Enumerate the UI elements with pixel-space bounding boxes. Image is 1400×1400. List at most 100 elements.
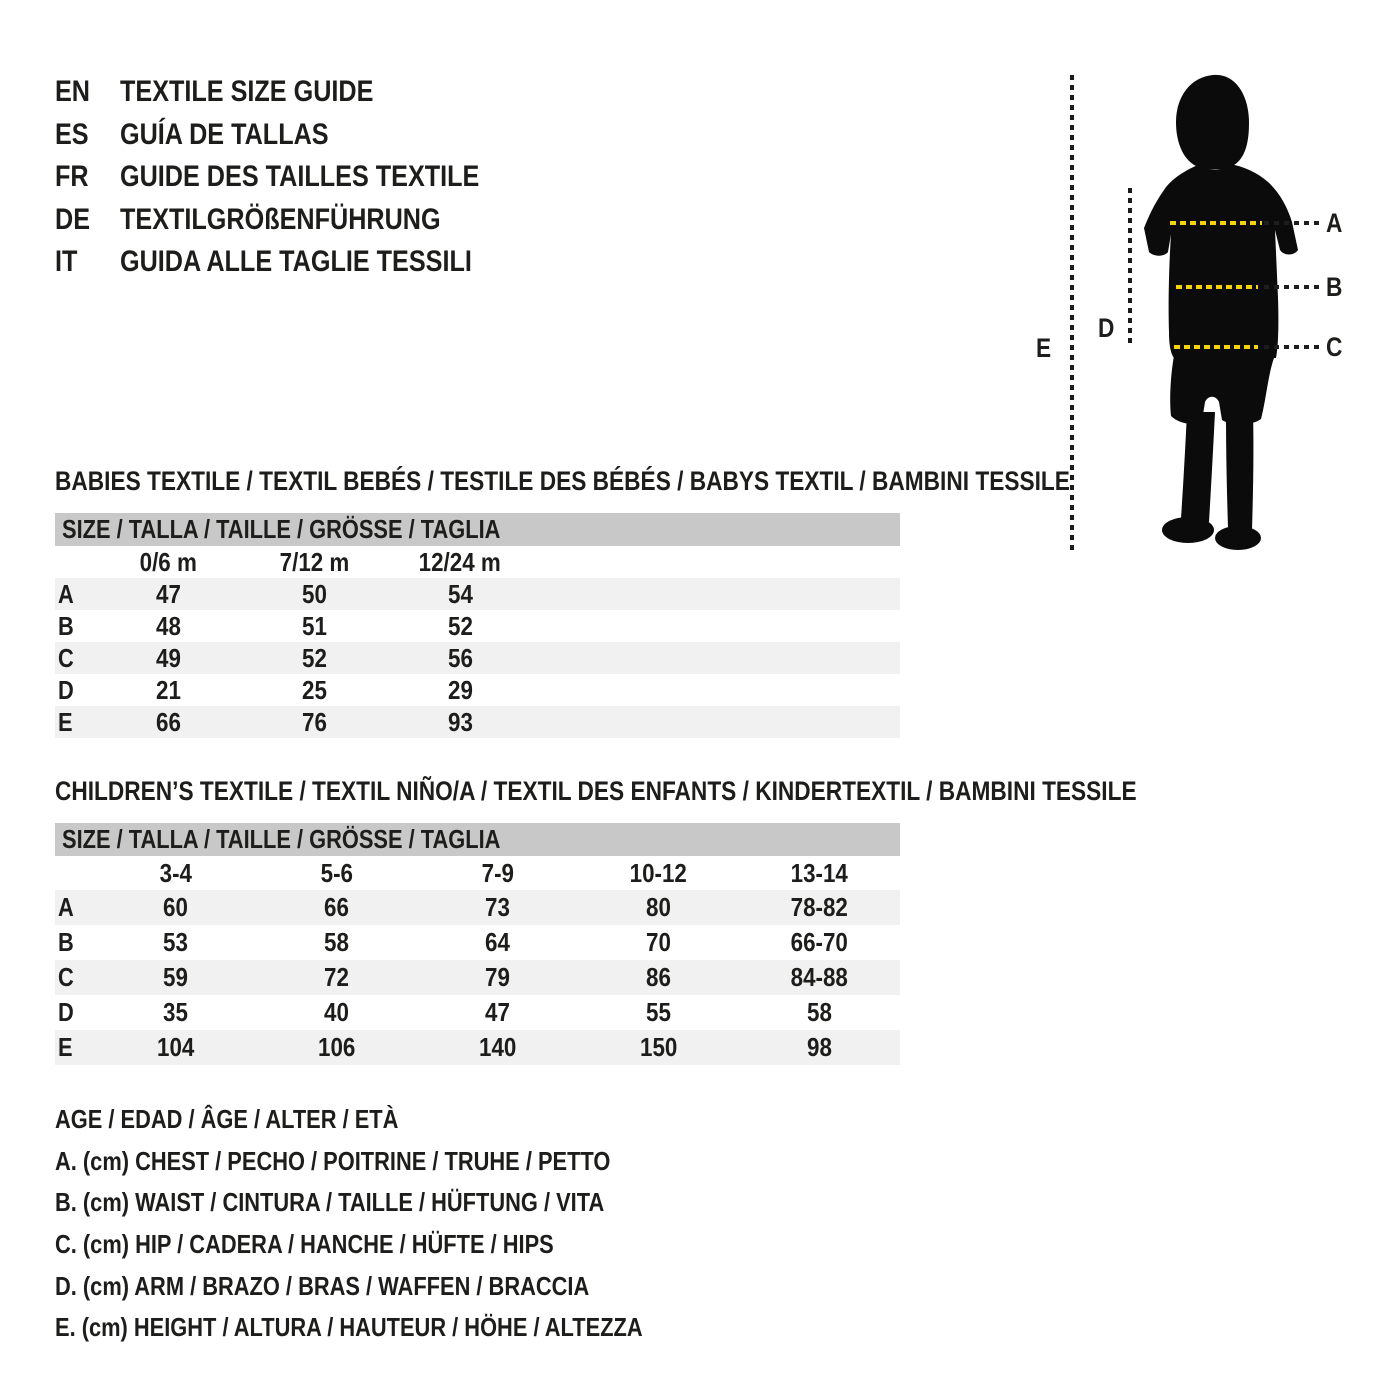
language-title-text: GUÍA DE TALLAS <box>120 117 329 151</box>
legend-line-waist: B. (cm) WAIST / CINTURA / TAILLE / HÜFTU… <box>55 1182 755 1224</box>
value-text: 50 <box>301 578 327 609</box>
value-cell: 47 <box>417 997 578 1028</box>
row-label-text: D <box>58 997 74 1027</box>
measure-label-b: B <box>1326 271 1346 303</box>
value-cell: 64 <box>417 927 578 958</box>
value-text: 59 <box>163 962 188 992</box>
language-title: GUIDA ALLE TAGLIE TESSILI <box>120 245 539 279</box>
value-cell: 29 <box>387 675 533 706</box>
language-title-text: TEXTILE SIZE GUIDE <box>120 75 374 109</box>
value-cell: 58 <box>256 927 417 958</box>
value-cell: 40 <box>256 997 417 1028</box>
hip-measure-line-c-dots <box>1264 345 1320 349</box>
language-title-text: GUIDE DES TAILLES TEXTILE <box>120 160 480 194</box>
silhouette-head <box>1176 74 1249 170</box>
legend-text: C. (cm) HIP / CADERA / HANCHE / HÜFTE / … <box>55 1229 554 1260</box>
column-header-text: 0/6 m <box>139 546 197 577</box>
table-row-a: A 60 66 73 80 78-82 <box>55 890 900 925</box>
value-cell: 70 <box>578 927 739 958</box>
row-label: A <box>55 892 95 923</box>
value-text: 51 <box>301 610 327 641</box>
language-code-text: DE <box>55 202 91 236</box>
value-text: 79 <box>485 962 510 992</box>
legend-text: D. (cm) ARM / BRAZO / BRAS / WAFFEN / BR… <box>55 1270 590 1301</box>
waist-measure-line-b-yellow <box>1176 285 1258 289</box>
silhouette-right-leg <box>1226 412 1254 530</box>
legend-text: B. (cm) WAIST / CINTURA / TAILLE / HÜFTU… <box>55 1187 605 1218</box>
row-label: A <box>55 579 95 610</box>
column-header-text: 7-9 <box>481 857 514 888</box>
value-cell: 106 <box>256 1032 417 1063</box>
value-cell: 80 <box>578 892 739 923</box>
language-title: GUÍA DE TALLAS <box>120 118 368 152</box>
value-text: 76 <box>301 706 327 737</box>
value-text: 66 <box>155 706 181 737</box>
value-text: 52 <box>301 642 327 673</box>
row-label-text: E <box>58 1032 73 1062</box>
legend-line-age: AGE / EDAD / ÂGE / ALTER / ETÀ <box>55 1099 755 1141</box>
table-row-c: C 59 72 79 86 84-88 <box>55 960 900 995</box>
legend-line-arm: D. (cm) ARM / BRAZO / BRAS / WAFFEN / BR… <box>55 1266 755 1308</box>
column-header-row: 3-4 5-6 7-9 10-12 13-14 <box>55 856 900 890</box>
value-text: 35 <box>163 997 188 1027</box>
silhouette-shorts <box>1170 356 1274 425</box>
language-code-text: ES <box>55 117 89 151</box>
language-row-fr: FR GUIDE DES TAILLES TEXTILE <box>55 156 548 199</box>
value-cell: 79 <box>417 962 578 993</box>
value-cell: 72 <box>256 962 417 993</box>
children-section-title-text: CHILDREN’S TEXTILE / TEXTIL NIÑO/A / TEX… <box>55 776 1137 806</box>
language-title-block: EN TEXTILE SIZE GUIDE ES GUÍA DE TALLAS … <box>55 71 548 284</box>
value-cell: 48 <box>95 611 241 642</box>
value-text: 47 <box>485 997 510 1027</box>
value-text: 86 <box>646 962 671 992</box>
value-cell: 35 <box>95 997 256 1028</box>
value-cell: 104 <box>95 1032 256 1063</box>
table-row-a: A 47 50 54 <box>55 578 900 610</box>
measure-label-c-text: C <box>1326 332 1343 362</box>
column-header: 5-6 <box>256 858 417 889</box>
value-text: 64 <box>485 927 510 957</box>
column-header-text: 3-4 <box>159 857 192 888</box>
row-label: C <box>55 643 95 674</box>
value-text: 72 <box>324 962 349 992</box>
value-text: 52 <box>447 610 473 641</box>
value-cell: 98 <box>739 1032 900 1063</box>
value-cell: 53 <box>95 927 256 958</box>
value-text: 70 <box>646 927 671 957</box>
language-row-de: DE TEXTILGRÖßENFÜHRUNG <box>55 199 548 242</box>
value-text: 66 <box>324 892 349 922</box>
language-title-text: GUIDA ALLE TAGLIE TESSILI <box>120 245 472 279</box>
legend-line-hip: C. (cm) HIP / CADERA / HANCHE / HÜFTE / … <box>55 1224 755 1266</box>
value-text: 98 <box>807 1032 832 1062</box>
value-text: 78-82 <box>790 892 849 922</box>
value-cell: 66 <box>95 707 241 738</box>
waist-measure-line-b-dots <box>1264 285 1320 289</box>
value-cell: 50 <box>241 579 387 610</box>
arm-measure-line-d <box>1128 188 1132 343</box>
value-cell: 54 <box>387 579 533 610</box>
value-cell: 150 <box>578 1032 739 1063</box>
babies-size-table: SIZE / TALLA / TAILLE / GRÖSSE / TAGLIA … <box>55 513 900 738</box>
value-cell: 58 <box>739 997 900 1028</box>
value-cell: 56 <box>387 643 533 674</box>
row-label-text: A <box>58 892 74 922</box>
value-cell: 25 <box>241 675 387 706</box>
column-header: 13-14 <box>739 858 900 889</box>
silhouette-left-shoe <box>1162 517 1214 543</box>
babies-section-title-text: BABIES TEXTILE / TEXTIL BEBÉS / TESTILE … <box>55 466 1070 496</box>
value-text: 56 <box>447 642 473 673</box>
measurement-legend: AGE / EDAD / ÂGE / ALTER / ETÀ A. (cm) C… <box>55 1099 755 1349</box>
measure-label-c: C <box>1326 331 1346 363</box>
row-label-text: D <box>58 674 74 705</box>
language-code: DE <box>55 203 120 237</box>
value-text: 73 <box>485 892 510 922</box>
value-text: 53 <box>163 927 188 957</box>
language-row-it: IT GUIDA ALLE TAGLIE TESSILI <box>55 241 548 284</box>
measure-label-a-text: A <box>1326 208 1343 238</box>
value-text: 150 <box>639 1032 678 1062</box>
language-row-es: ES GUÍA DE TALLAS <box>55 114 548 157</box>
children-section-title: CHILDREN’S TEXTILE / TEXTIL NIÑO/A / TEX… <box>55 776 1343 806</box>
value-text: 55 <box>646 997 671 1027</box>
value-text: 47 <box>155 578 181 609</box>
